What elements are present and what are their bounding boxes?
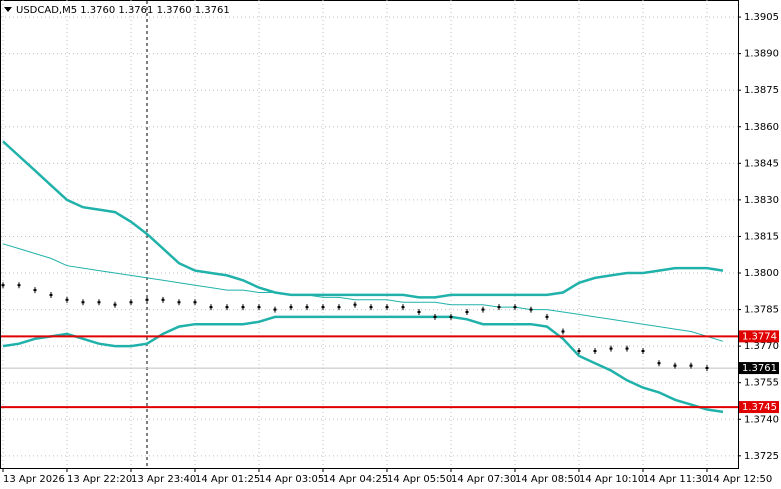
menu-arrow[interactable] <box>4 7 12 12</box>
candle <box>161 298 165 301</box>
candle <box>561 330 565 333</box>
candle <box>177 301 181 304</box>
candle <box>417 311 421 313</box>
candle <box>705 367 709 370</box>
y-tick-label: 1.3785 <box>744 305 779 316</box>
candle <box>481 308 485 311</box>
y-tick-label: 1.3830 <box>744 195 779 206</box>
candle <box>641 350 645 352</box>
candle <box>209 306 213 309</box>
plot-frame <box>0 0 739 469</box>
candle <box>545 315 549 318</box>
candle <box>385 306 389 309</box>
y-tick-label: 1.3725 <box>744 451 779 462</box>
candle <box>465 311 469 313</box>
y-tick-label: 1.3740 <box>744 414 779 425</box>
bollinger-band <box>2 315 724 414</box>
y-tick-label: 1.3770 <box>744 341 779 352</box>
candle <box>49 293 53 296</box>
candle <box>369 306 373 309</box>
candle <box>433 315 437 318</box>
candle <box>449 315 453 318</box>
x-tick-label: 13 Apr 2026 <box>3 474 65 485</box>
price-label: 1.3761 <box>742 363 777 374</box>
y-tick-label: 1.3860 <box>744 122 779 133</box>
bollinger-band <box>2 140 724 299</box>
candle <box>513 306 517 309</box>
candle <box>337 306 341 309</box>
x-tick-label: 14 Apr 05:50 <box>387 474 452 485</box>
level-label-box <box>739 401 779 414</box>
candle <box>321 306 325 309</box>
candle <box>353 303 357 306</box>
x-tick-label: 13 Apr 22:20 <box>67 474 132 485</box>
x-tick-label: 14 Apr 01:25 <box>195 474 260 485</box>
y-tick-label: 1.3875 <box>744 85 779 96</box>
candle <box>81 301 85 304</box>
y-tick-label: 1.3845 <box>744 158 779 169</box>
x-tick-label: 13 Apr 23:40 <box>131 474 196 485</box>
x-tick-label: 14 Apr 08:50 <box>515 474 580 485</box>
candle <box>257 306 261 309</box>
chart-title: USDCAD,M5 1.3760 1.3761 1.3760 1.3761 <box>16 5 230 16</box>
candle <box>401 306 405 309</box>
candle <box>241 306 245 309</box>
y-tick-label: 1.3800 <box>744 268 779 279</box>
y-tick-label: 1.3890 <box>744 49 779 60</box>
candle <box>657 362 661 365</box>
price-label-box <box>739 362 779 375</box>
candle <box>33 289 37 292</box>
y-tick-label: 1.3755 <box>744 378 779 389</box>
candle <box>129 301 133 304</box>
candle <box>113 303 117 306</box>
y-tick-label: 1.3905 <box>744 12 779 23</box>
candle <box>1 284 5 287</box>
candle <box>145 298 149 301</box>
candle <box>305 306 309 309</box>
x-tick-label: 14 Apr 07:30 <box>451 474 516 485</box>
candle <box>225 306 229 309</box>
level-label-box <box>739 330 779 343</box>
y-tick-label: 1.3815 <box>744 231 779 242</box>
x-tick-label: 14 Apr 04:25 <box>323 474 388 485</box>
candle <box>97 301 101 304</box>
x-tick-label: 14 Apr 11:30 <box>643 474 708 485</box>
moving-average <box>2 243 724 342</box>
level-label: 1.3745 <box>742 402 777 413</box>
candle <box>289 306 293 309</box>
x-tick-label: 14 Apr 10:10 <box>579 474 644 485</box>
x-tick-label: 14 Apr 03:05 <box>259 474 324 485</box>
candle <box>17 284 21 287</box>
candle <box>273 308 277 311</box>
candle <box>193 301 197 304</box>
candle <box>689 364 693 367</box>
candle <box>673 364 677 367</box>
candle <box>65 298 69 301</box>
candle <box>529 308 533 311</box>
candle <box>497 306 501 309</box>
level-label: 1.3774 <box>742 331 777 342</box>
candle <box>577 350 581 352</box>
x-tick-label: 14 Apr 12:50 <box>707 474 772 485</box>
candle <box>625 347 629 350</box>
candle <box>609 347 613 350</box>
candle <box>593 350 597 352</box>
